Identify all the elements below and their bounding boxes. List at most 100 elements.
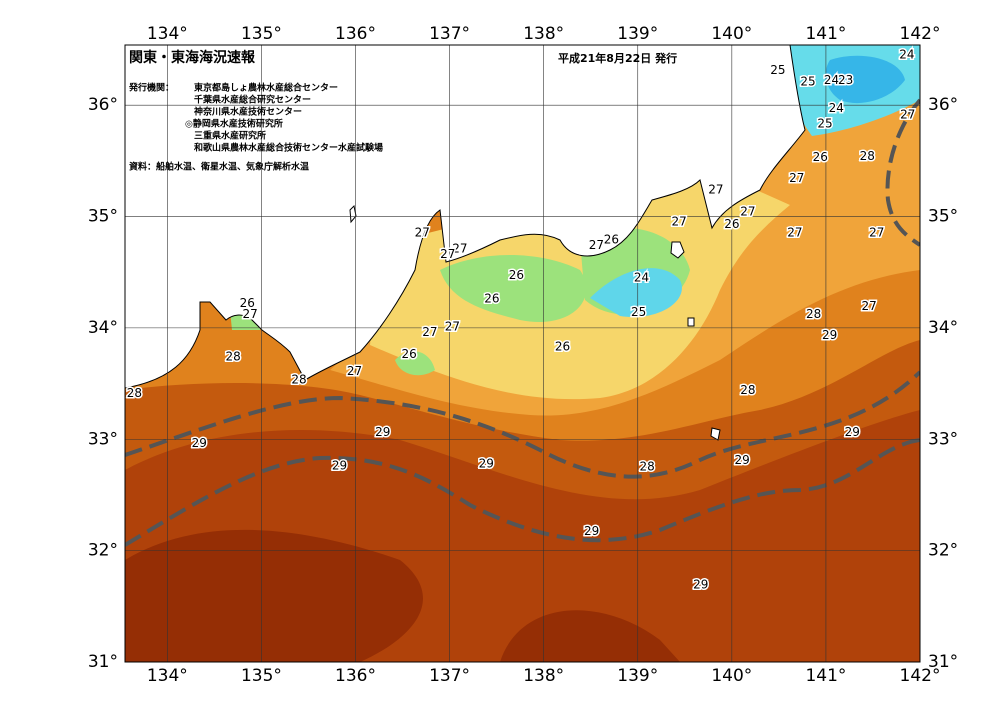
kuroshio-axis (125, 98, 920, 547)
x-tick-label-bottom: 139° (617, 666, 658, 686)
x-tick-label-bottom: 141° (805, 666, 846, 686)
y-tick-label-left: 33° (88, 429, 118, 449)
x-tick-label-top: 137° (429, 24, 470, 44)
isotherm-label: 27 (869, 226, 884, 240)
x-tick-label-bottom: 137° (429, 666, 470, 686)
isotherm-label: 28 (740, 383, 755, 397)
isotherm-label: 25 (631, 305, 646, 319)
zone-23 (825, 55, 905, 104)
isotherm-label: 27 (422, 325, 437, 339)
y-tick-label-left: 31° (88, 652, 118, 672)
temperature-fields (125, 45, 920, 662)
isotherm-label: 26 (509, 268, 524, 282)
y-tick-label-right: 35° (928, 207, 958, 227)
map-frame (124, 44, 921, 663)
isotherm-label: 29 (479, 456, 494, 470)
issuer: 千葉県水産総合研究センター (194, 94, 311, 106)
x-tick-label-top: 139° (617, 24, 658, 44)
x-tick-label-top: 140° (711, 24, 752, 44)
isotherm-label: 27 (900, 108, 915, 122)
y-tick-label-right: 33° (928, 429, 958, 449)
isotherm-label: 29 (822, 328, 837, 342)
isotherm-label: 28 (127, 386, 142, 400)
x-tick-label-bottom: 142° (900, 666, 941, 686)
isotherm-label: 28 (806, 307, 821, 321)
x-tick-label-bottom: 138° (523, 666, 564, 686)
issuer-heading: 発行機関： (128, 82, 174, 94)
isotherm-label: 27 (789, 171, 804, 185)
isotherm-label: 27 (740, 205, 755, 219)
isotherm-label: 24 (634, 270, 649, 284)
data-source: 資料：船舶水温、衛星水温、気象庁解析水温 (129, 161, 309, 173)
isotherm-label: 27 (787, 226, 802, 240)
isotherm-label: 27 (347, 364, 362, 378)
y-tick-label-left: 35° (88, 207, 118, 227)
isotherm-label: 26 (724, 217, 739, 231)
y-tick-label-right: 31° (928, 652, 958, 672)
isotherm-label: 28 (860, 149, 875, 163)
isotherm-label: 29 (332, 458, 347, 472)
graticule (125, 45, 920, 662)
issuer: 神奈川県水産技術センター (194, 106, 302, 118)
x-tick-label-bottom: 140° (711, 666, 752, 686)
isotherm-label: 27 (708, 182, 723, 196)
isotherm-label: 29 (375, 425, 390, 439)
isotherm-label: 24 (899, 48, 914, 62)
isotherm-label: 29 (192, 436, 207, 450)
isotherm-label: 29 (735, 453, 750, 467)
x-tick-label-top: 136° (335, 24, 376, 44)
y-tick-label-left: 34° (88, 318, 118, 338)
isotherm-label: 26 (604, 232, 619, 246)
issuer: ◎静岡県水産技術研究所 (185, 118, 283, 130)
issuer: 三重県水産研究所 (194, 130, 266, 142)
isotherm-label: 29 (693, 578, 708, 592)
isotherm-label: 27 (440, 247, 455, 261)
x-tick-label-top: 138° (523, 24, 564, 44)
x-tick-label-bottom: 136° (335, 666, 376, 686)
isotherm-label: 29 (845, 425, 860, 439)
issued-date: 平成21年8月22日 発行 (558, 51, 677, 65)
x-tick-label-bottom: 135° (241, 666, 282, 686)
isotherm-label: 26 (555, 339, 570, 353)
island (349, 204, 721, 441)
isotherm-label: 27 (672, 215, 687, 229)
y-tick-label-right: 34° (928, 318, 958, 338)
y-tick-label-right: 32° (928, 541, 958, 561)
x-tick-label-top: 134° (147, 24, 188, 44)
x-tick-label-top: 141° (805, 24, 846, 44)
isotherm-label: 26 (813, 150, 828, 164)
isotherm-label: 25 (770, 63, 785, 77)
isotherm-label: 25 (817, 117, 832, 131)
title: 関東・東海海況速報 (129, 49, 256, 66)
issuer: 東京都島しょ農林水産総合センター (194, 82, 338, 94)
isotherm-label: 27 (452, 241, 467, 255)
isotherm-label: 27 (445, 319, 460, 333)
isotherm-label: 26 (484, 291, 499, 305)
isotherm-label: 27 (415, 226, 430, 240)
isotherm-label: 27 (589, 238, 604, 252)
y-tick-label-left: 36° (88, 95, 118, 115)
isotherm-label: 27 (862, 299, 877, 313)
isotherm-label: 24 (829, 101, 844, 115)
isotherm-label: 27 (242, 307, 257, 321)
zone-30 (125, 529, 680, 662)
isotherm-label: 24 (824, 73, 839, 87)
isotherm-label: 26 (401, 347, 416, 361)
y-tick-label-left: 32° (88, 541, 118, 561)
isotherm-label: 25 (800, 74, 815, 88)
isotherm-label: 28 (291, 373, 306, 387)
issuer-list: 東京都島しょ農林水産総合センター千葉県水産総合研究センター神奈川県水産技術センタ… (185, 82, 383, 154)
issuer: 和歌山県農林水産総合技術センター水産試験場 (193, 142, 383, 154)
isotherm-label: 23 (838, 73, 853, 87)
y-tick-label-right: 36° (928, 95, 958, 115)
x-tick-label-top: 142° (900, 24, 941, 44)
isotherm-label: 26 (240, 296, 255, 310)
isotherm-label: 29 (584, 524, 599, 538)
isotherm-label: 28 (226, 349, 241, 363)
x-tick-label-top: 135° (241, 24, 282, 44)
zone-24 (590, 268, 682, 318)
x-tick-label-bottom: 134° (147, 666, 188, 686)
